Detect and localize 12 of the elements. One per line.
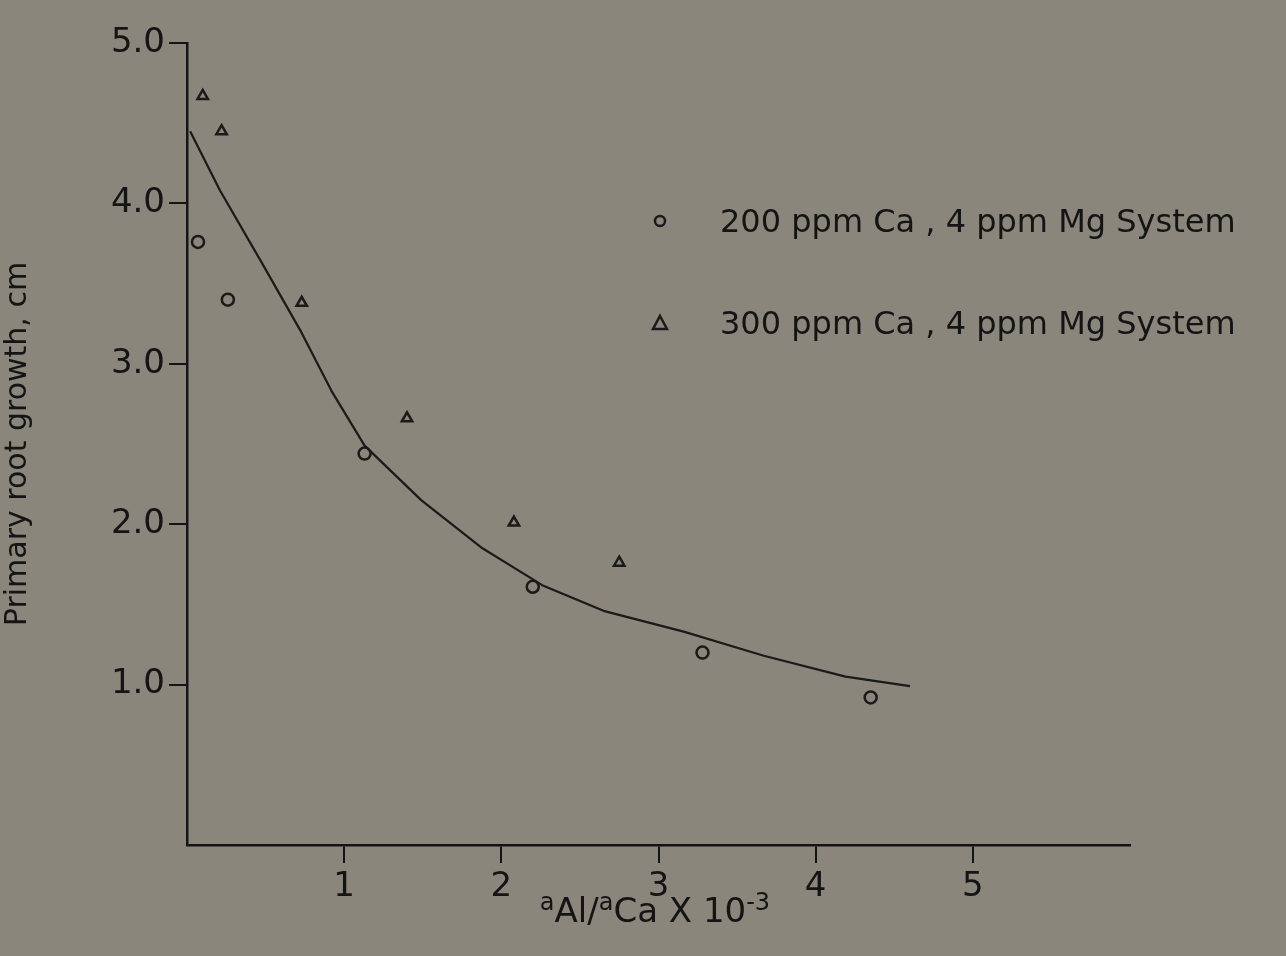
x-tick-label: 5 <box>962 864 984 905</box>
y-tick-label: 5.0 <box>110 19 165 60</box>
y-tick-label: 2.0 <box>110 501 165 542</box>
legend-label: 200 ppm Ca , 4 ppm Mg System <box>720 202 1236 240</box>
x-tick-label: 1 <box>333 864 355 905</box>
x-tick-label: 2 <box>490 864 513 905</box>
y-axis-title: Primary root growth, cm <box>0 261 33 627</box>
y-tick-label: 3.0 <box>110 340 165 381</box>
x-tick-label: 4 <box>804 864 827 905</box>
y-tick-label: 1.0 <box>110 661 165 702</box>
y-tick-label: 4.0 <box>110 180 165 221</box>
legend-label: 300 ppm Ca , 4 ppm Mg System <box>720 304 1236 342</box>
